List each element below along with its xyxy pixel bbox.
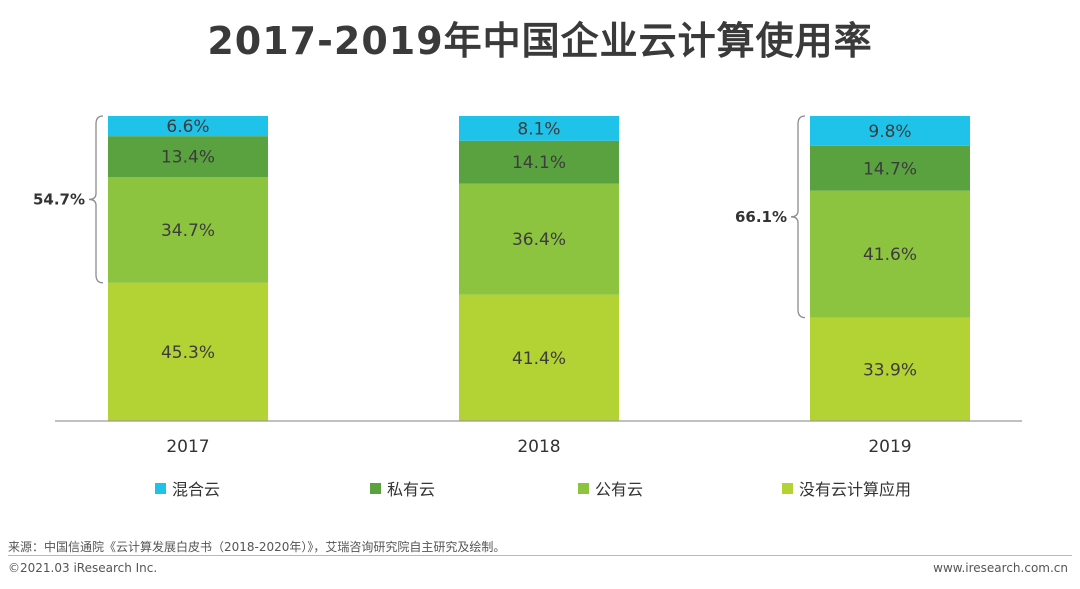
bar-2017-3 [108,116,268,137]
x-tick-label-2018: 2018 [517,437,560,457]
data-label-2017-3: 6.6% [166,117,209,137]
legend-item-0: 混合云 [155,476,220,500]
data-label-2018-3: 8.1% [517,119,560,139]
bar-2018-2 [459,140,619,184]
legend-label-1: 私有云 [387,480,436,499]
data-label-2019-3: 9.8% [868,122,911,142]
legend-swatch-3 [782,482,793,494]
data-label-2019-0: 33.9% [863,360,917,380]
legend-label-2: 公有云 [595,480,644,499]
bar-2018-1 [459,183,619,295]
brace-2019 [790,115,806,319]
legend-item-2: 公有云 [578,476,643,500]
legend-item-3: 没有云计算应用 [782,476,911,500]
data-label-2017-1: 34.7% [161,221,215,241]
data-label-2017-0: 45.3% [161,343,215,363]
bar-2017-2 [108,136,268,177]
source-note: 来源：中国信通院《云计算发展白皮书（2018-2020年）》，艾瑞咨询研究院自主… [8,540,506,554]
bar-2019-2 [810,145,970,191]
brace-label-2019: 66.1% [735,208,787,226]
footer-divider [8,555,1072,556]
legend-swatch-1 [370,482,381,494]
bar-2019-1 [810,190,970,318]
data-label-2018-0: 41.4% [512,349,566,369]
website-link[interactable]: www.iresearch.com.cn [933,561,1068,575]
data-label-2019-1: 41.6% [863,245,917,265]
brace-2017 [88,115,104,284]
x-tick-label-2019: 2019 [868,437,911,457]
copyright-text: ©2021.03 iResearch Inc. [8,561,158,575]
chart-title: 2017-2019年中国企业云计算使用率 [207,19,873,63]
data-label-2017-2: 13.4% [161,148,215,168]
data-label-2018-1: 36.4% [512,230,566,250]
x-tick-label-2017: 2017 [166,437,209,457]
stacked-bar-chart: 45.3% 34.7% 13.4% 6.6% 2017 41.4% 36.4% 14.1% 8.… [33,115,1022,457]
bar-2019-0 [810,317,970,421]
bar-2017-0 [108,282,268,421]
legend-label-0: 混合云 [172,480,221,499]
bar-2018-3 [459,116,619,141]
chart-legend: 混合云 私有云 公有云 没有云计算应用 [0,476,1080,500]
bar-2017-1 [108,177,268,283]
data-label-2019-2: 14.7% [863,159,917,179]
legend-label-3: 没有云计算应用 [799,480,912,499]
bar-2018-0 [459,294,619,421]
legend-item-1: 私有云 [370,476,435,500]
bar-2019-3 [810,116,970,146]
data-label-2018-2: 14.1% [512,153,566,173]
brace-label-2017: 54.7% [33,190,85,208]
legend-swatch-2 [578,482,589,494]
legend-swatch-0 [155,482,166,494]
